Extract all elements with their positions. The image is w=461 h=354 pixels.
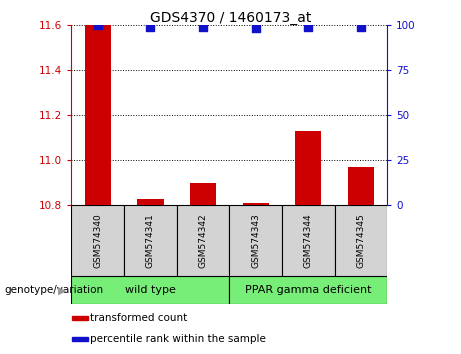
Text: GSM574341: GSM574341 [146, 213, 155, 268]
Bar [348, 167, 374, 205]
Bar [282, 205, 335, 276]
Text: transformed count: transformed count [90, 313, 188, 323]
Bar [335, 205, 387, 276]
Text: GSM574343: GSM574343 [251, 213, 260, 268]
Text: GSM574340: GSM574340 [93, 213, 102, 268]
Point [252, 25, 260, 31]
Point [357, 24, 365, 29]
Text: percentile rank within the sample: percentile rank within the sample [90, 334, 266, 344]
Text: ▶: ▶ [59, 285, 67, 295]
Text: GSM574342: GSM574342 [199, 213, 207, 268]
Bar [72, 337, 88, 341]
Point [199, 24, 207, 29]
Bar [85, 25, 111, 205]
Text: PPAR gamma deficient: PPAR gamma deficient [245, 285, 372, 295]
Bar [295, 131, 321, 205]
Bar [72, 316, 88, 320]
Bar [177, 205, 229, 276]
Bar [71, 276, 229, 304]
Bar [242, 203, 269, 205]
Bar [71, 205, 124, 276]
Text: wild type: wild type [125, 285, 176, 295]
Bar [229, 276, 387, 304]
Point [147, 24, 154, 29]
Bar [124, 205, 177, 276]
Text: GSM574344: GSM574344 [304, 213, 313, 268]
Text: GDS4370 / 1460173_at: GDS4370 / 1460173_at [150, 11, 311, 25]
Bar [229, 205, 282, 276]
Bar [137, 199, 164, 205]
Point [305, 24, 312, 29]
Text: genotype/variation: genotype/variation [5, 285, 104, 295]
Text: GSM574345: GSM574345 [356, 213, 366, 268]
Point [94, 22, 101, 28]
Bar [190, 183, 216, 205]
